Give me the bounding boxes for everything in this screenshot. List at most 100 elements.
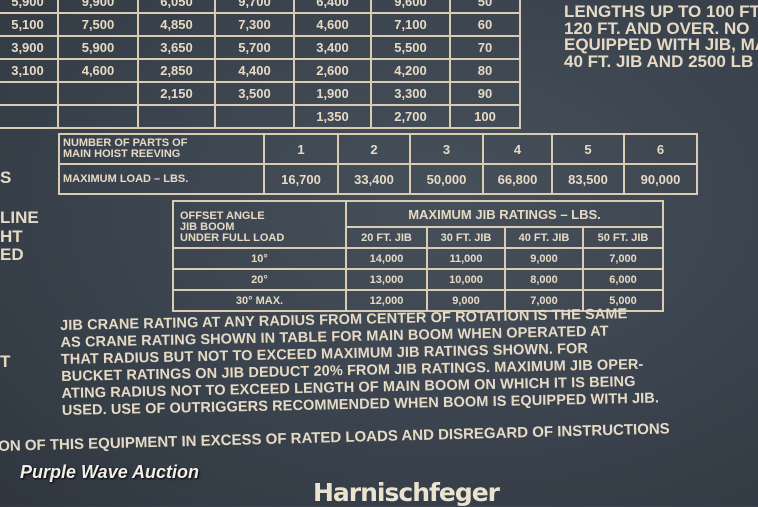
offset-angle: 10° [172, 247, 347, 270]
load-table-row: 5,100 7,500 4,850 7,300 4,600 7,100 60 [0, 12, 521, 37]
load-table-cell: 4,600 [293, 12, 372, 37]
load-table-cell: 4,850 [137, 12, 216, 37]
label-line: JIB BOOM [180, 221, 235, 233]
jib-column-header: 40 FT. JIB [504, 226, 584, 249]
jib-columns-row: 20 FT. JIB 30 FT. JIB 40 FT. JIB 50 FT. … [173, 226, 664, 249]
jib-column-header: 50 FT. JIB [582, 226, 664, 249]
parts-cell: 5 [551, 133, 625, 165]
parts-cell: 2 [337, 133, 411, 165]
parts-label-line: MAIN HOIST REEVING [63, 148, 181, 160]
jib-header-row: OFFSET ANGLE JIB BOOM UNDER FULL LOAD MA… [172, 200, 664, 249]
load-table-cell [57, 81, 139, 106]
side-note: LENGTHS UP TO 100 FT [564, 2, 758, 21]
load-table-cell: 5,900 [0, 0, 59, 14]
load-table-cell: 80 [449, 58, 521, 83]
jib-rating-cell: 9,000 [426, 289, 506, 312]
load-table-cell: 100 [449, 104, 521, 129]
jib-rating-cell: 8,000 [504, 268, 584, 291]
load-cell: 50,000 [409, 163, 484, 195]
parts-cell: 6 [623, 133, 698, 165]
jib-rating-instructions: JIB CRANE RATING AT ANY RADIUS FROM CENT… [60, 305, 659, 419]
load-table-cell: 2,600 [293, 58, 372, 83]
load-table-cell: 9,700 [214, 0, 295, 14]
load-table-cell [214, 104, 295, 129]
load-cell: 83,500 [551, 163, 625, 195]
jib-rating-cell: 7,000 [504, 289, 584, 312]
load-table-cell: 9,600 [370, 0, 451, 14]
load-table-cell: 50 [449, 0, 521, 14]
load-table-cell: 1,350 [293, 104, 372, 129]
jib-rating-row: 30° MAX. 12,000 9,000 7,000 5,000 [172, 289, 664, 312]
offset-angle-label: OFFSET ANGLE JIB BOOM UNDER FULL LOAD [172, 200, 347, 249]
jib-rating-cell: 6,000 [582, 268, 664, 291]
load-table-cell: 4,200 [370, 58, 451, 83]
load-table-cell [57, 104, 139, 129]
side-notes: LENGTHS UP TO 100 FT 120 FT. AND OVER. N… [564, 2, 758, 71]
load-table-cell: 3,500 [214, 81, 295, 106]
load-table-row: 3,900 5,900 3,650 5,700 3,400 5,500 70 [0, 35, 521, 60]
left-fragment: LINE [0, 208, 39, 227]
parts-cell: 1 [263, 133, 339, 165]
side-note: 120 FT. AND OVER. NO [564, 18, 750, 38]
load-table-cell: 60 [449, 12, 521, 37]
load-cell: 33,400 [337, 163, 411, 195]
left-fragment: S [0, 168, 12, 187]
jib-ratings-table: OFFSET ANGLE JIB BOOM UNDER FULL LOAD MA… [172, 200, 664, 312]
offset-angle: 20° [172, 268, 347, 291]
parts-cell: 3 [409, 133, 484, 165]
left-fragment: T [0, 352, 11, 371]
jib-ratings-title: MAXIMUM JIB RATINGS – LBS. [345, 200, 664, 228]
label-line: OFFSET ANGLE [180, 210, 265, 222]
load-table-row: 3,100 4,600 2,850 4,400 2,600 4,200 80 [0, 58, 521, 83]
jib-column-header: 30 FT. JIB [426, 226, 506, 249]
reeving-table: NUMBER OF PARTS OF MAIN HOIST REEVING 1 2… [58, 133, 698, 195]
load-table-cell: 4,600 [57, 58, 139, 83]
load-table-cell: 5,100 [0, 12, 59, 37]
load-table-row: 5,900 9,900 6,050 9,700 6,400 9,600 50 [0, 0, 521, 14]
load-table-cell: 1,900 [293, 81, 372, 106]
load-table-cell: 3,300 [370, 81, 451, 106]
load-table-cell: 5,700 [214, 35, 295, 60]
load-cell: 16,700 [263, 163, 339, 195]
load-table-cell: 9,900 [57, 0, 139, 14]
load-table-cell: 6,050 [137, 0, 216, 14]
parts-label-line: NUMBER OF PARTS OF [63, 137, 188, 149]
load-table-cell: 2,150 [137, 81, 216, 106]
load-table-cell: 4,400 [214, 58, 295, 83]
parts-row: NUMBER OF PARTS OF MAIN HOIST REEVING 1 2… [58, 133, 698, 165]
load-table-cell: 7,100 [370, 12, 451, 37]
load-table-cell: 7,500 [57, 12, 139, 37]
left-fragment: ED [0, 245, 24, 264]
load-table-cell: 3,900 [0, 35, 59, 60]
jib-rating-cell: 14,000 [345, 247, 428, 270]
load-cell: 90,000 [623, 163, 698, 195]
offset-angle: 30° MAX. [172, 289, 347, 312]
jib-rating-cell: 7,000 [582, 247, 664, 270]
load-table-cell: 3,400 [293, 35, 372, 60]
manufacturer-logo: Harnischfeger [313, 478, 500, 507]
load-table-cell: 70 [449, 35, 521, 60]
load-table-cell [0, 81, 59, 106]
load-table-cell [0, 104, 59, 129]
watermark: Purple Wave Auction [20, 462, 200, 482]
load-table-cell: 3,100 [0, 58, 59, 83]
load-table-row: 1,350 2,700 100 [0, 104, 521, 129]
jib-rating-cell: 9,000 [504, 247, 584, 270]
load-table-cell: 6,400 [293, 0, 372, 14]
parts-cell: 4 [482, 133, 553, 165]
load-rating-table: 5,900 9,900 6,050 9,700 6,400 9,600 50 5,100 7,5… [0, 0, 521, 129]
jib-rating-cell: 10,000 [426, 268, 506, 291]
load-table-cell: 7,300 [214, 12, 295, 37]
jib-rating-row: 10° 14,000 11,000 9,000 7,000 [172, 247, 664, 270]
load-table-cell: 90 [449, 81, 521, 106]
load-table-cell: 5,900 [57, 35, 139, 60]
jib-rating-cell: 13,000 [345, 268, 428, 291]
parts-label: NUMBER OF PARTS OF MAIN HOIST REEVING [58, 133, 265, 165]
jib-column-header: 20 FT. JIB [345, 226, 428, 249]
jib-rating-row: 20° 13,000 10,000 8,000 6,000 [172, 268, 664, 291]
side-note: EQUIPPED WITH JIB, MA [564, 35, 758, 54]
warning-text: ON OF THIS EQUIPMENT IN EXCESS OF RATED … [0, 420, 670, 455]
side-note: 40 FT. JIB AND 2500 LB [564, 51, 754, 71]
label-line: UNDER FULL LOAD [180, 232, 285, 244]
jib-rating-cell: 12,000 [345, 289, 428, 312]
